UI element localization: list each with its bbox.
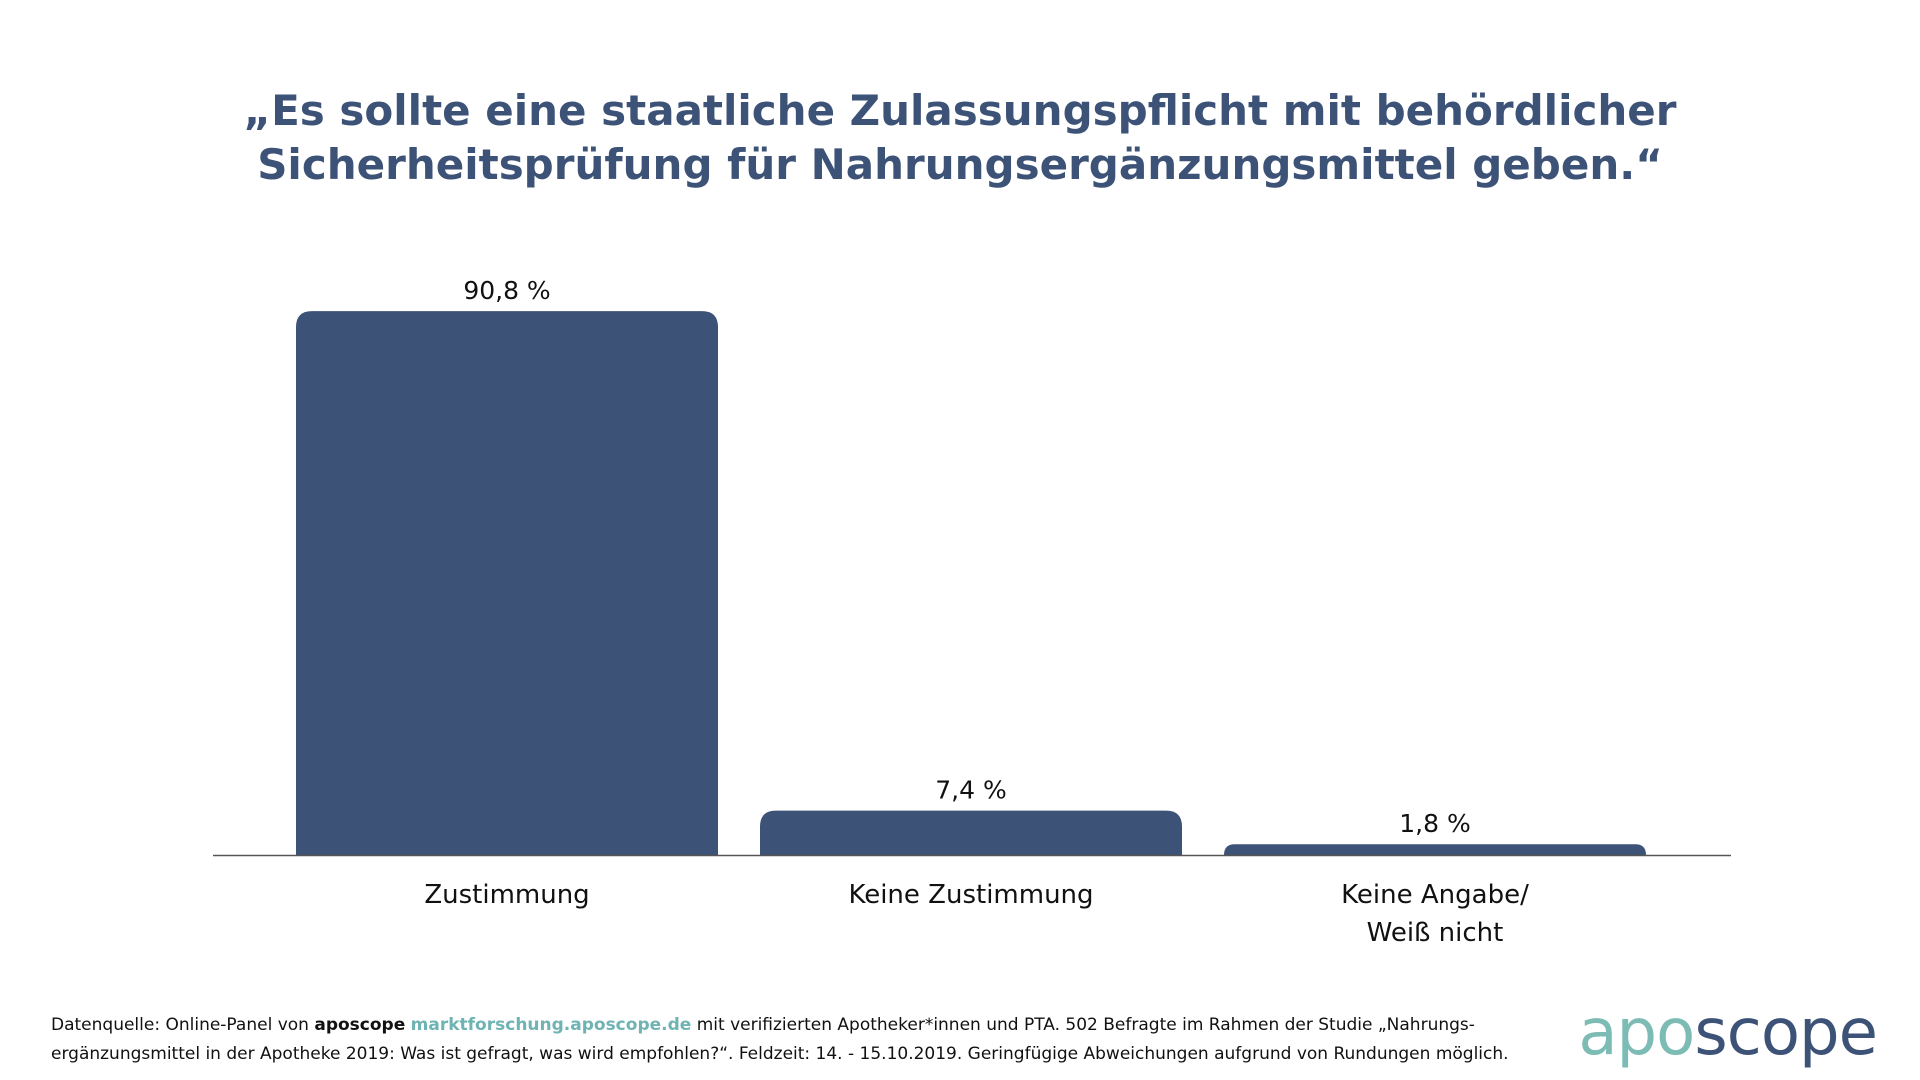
aposcope-logo: aposcope [1578,996,1878,1070]
category-label-2: Keine Zustimmung [848,880,1093,910]
data-source-line-1-rest: mit verifizierten Apotheker*innen und PT… [691,1015,1475,1035]
category-label-1: Zustimmung [424,880,589,910]
data-source-prefix: Datenquelle: Online-Panel von [51,1015,315,1035]
data-source-line-2: ergänzungsmittel in der Apotheke 2019: W… [51,1044,1509,1064]
bar-2 [760,810,1182,855]
category-label-3-line-1: Keine Angabe/ [1341,880,1529,910]
bar-value-label-1: 90,8 % [463,276,550,305]
bar-3 [1224,844,1646,855]
data-source-link[interactable]: marktforschung.aposcope.de [410,1015,692,1035]
logo-apo: apo [1578,996,1695,1070]
chart-title: „Es sollte eine staatliche Zulassungspfl… [160,84,1760,192]
logo-scope: scope [1694,996,1878,1070]
data-source-note: Datenquelle: Online-Panel von aposcope m… [51,1011,1531,1069]
bar-value-label-3: 1,8 % [1399,809,1470,838]
bar-value-label-2: 7,4 % [935,776,1006,805]
data-source-line-1: Datenquelle: Online-Panel von aposcope m… [51,1011,1531,1040]
category-label-3-line-2: Weiß nicht [1367,918,1504,948]
bar-1 [296,311,718,855]
chart-title-line-1: „Es sollte eine staatliche Zulassungspfl… [243,86,1677,135]
data-source-brand: aposcope [314,1015,406,1035]
chart-title-line-2: Sicherheitsprüfung für Nahrungsergänzung… [257,140,1663,189]
